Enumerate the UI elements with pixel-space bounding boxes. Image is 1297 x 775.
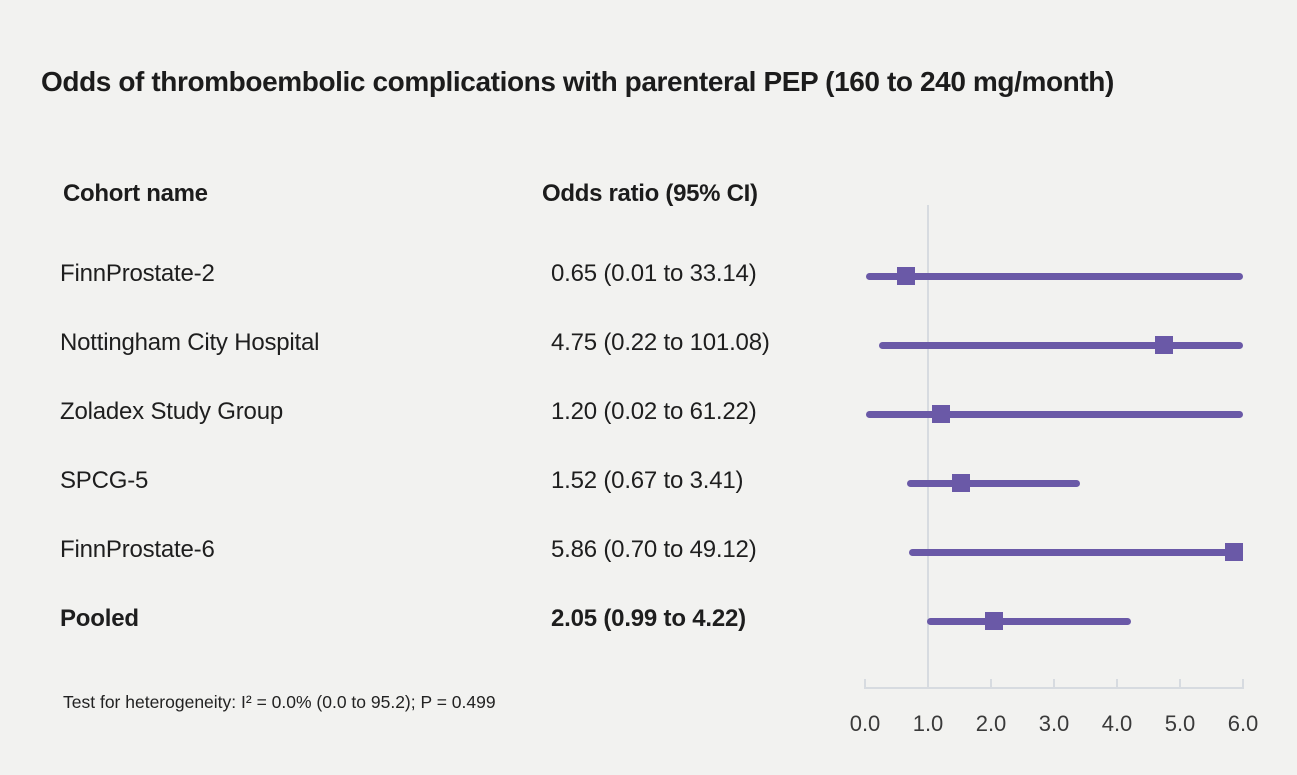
x-axis-tick-label: 1.0 (912, 711, 944, 736)
x-axis-tick (990, 679, 992, 687)
x-axis-line (864, 687, 1244, 689)
x-axis-tick-label: 5.0 (1164, 711, 1196, 736)
odds-ratio-value: 1.20 (0.02 to 61.22) (551, 398, 757, 425)
odds-ratio-value-pooled: 2.05 (0.99 to 4.22) (551, 605, 746, 632)
x-axis-tick-label: 6.0 (1227, 711, 1259, 736)
x-axis-tick (1053, 679, 1055, 687)
x-axis-tick (927, 679, 929, 687)
figure-title: Odds of thromboembolic complications wit… (41, 66, 1114, 97)
x-axis-tick-label: 0.0 (849, 711, 881, 736)
heterogeneity-footnote: Test for heterogeneity: I² = 0.0% (0.0 t… (63, 692, 496, 712)
odds-ratio-marker (1225, 543, 1244, 561)
confidence-interval-line (927, 617, 1131, 625)
odds-ratio-marker (896, 267, 915, 285)
confidence-interval-line (865, 272, 1243, 280)
x-axis-tick (864, 679, 866, 687)
cohort-label: SPCG-5 (60, 467, 149, 494)
column-header-odds-ratio: Odds ratio (95% CI) (542, 180, 758, 207)
confidence-interval-line (878, 341, 1243, 349)
cohort-label: Nottingham City Hospital (60, 329, 320, 356)
cohort-label: FinnProstate-6 (60, 536, 215, 563)
cohort-label: FinnProstate-2 (60, 260, 215, 287)
odds-ratio-value: 5.86 (0.70 to 49.12) (551, 536, 757, 563)
x-axis-tick-label: 3.0 (1038, 711, 1070, 736)
odds-ratio-value: 0.65 (0.01 to 33.14) (551, 260, 757, 287)
x-axis-tick (1116, 679, 1118, 687)
x-axis-tick (1242, 679, 1244, 687)
column-header-cohort-name: Cohort name (63, 180, 208, 207)
odds-ratio-marker (931, 405, 950, 423)
reference-line-or-1 (927, 205, 929, 688)
confidence-interval-line (866, 410, 1243, 418)
odds-ratio-marker (1155, 336, 1174, 354)
odds-ratio-value: 1.52 (0.67 to 3.41) (551, 467, 744, 494)
x-axis-tick-label: 2.0 (975, 711, 1007, 736)
confidence-interval-line (909, 548, 1243, 556)
odds-ratio-marker (951, 474, 970, 492)
confidence-interval-line (907, 479, 1080, 487)
x-axis-tick-label: 4.0 (1101, 711, 1133, 736)
odds-ratio-value: 4.75 (0.22 to 101.08) (551, 329, 770, 356)
odds-ratio-marker (985, 612, 1004, 630)
cohort-label: Zoladex Study Group (60, 398, 283, 425)
x-axis-tick (1179, 679, 1181, 687)
cohort-label-pooled: Pooled (60, 605, 139, 632)
